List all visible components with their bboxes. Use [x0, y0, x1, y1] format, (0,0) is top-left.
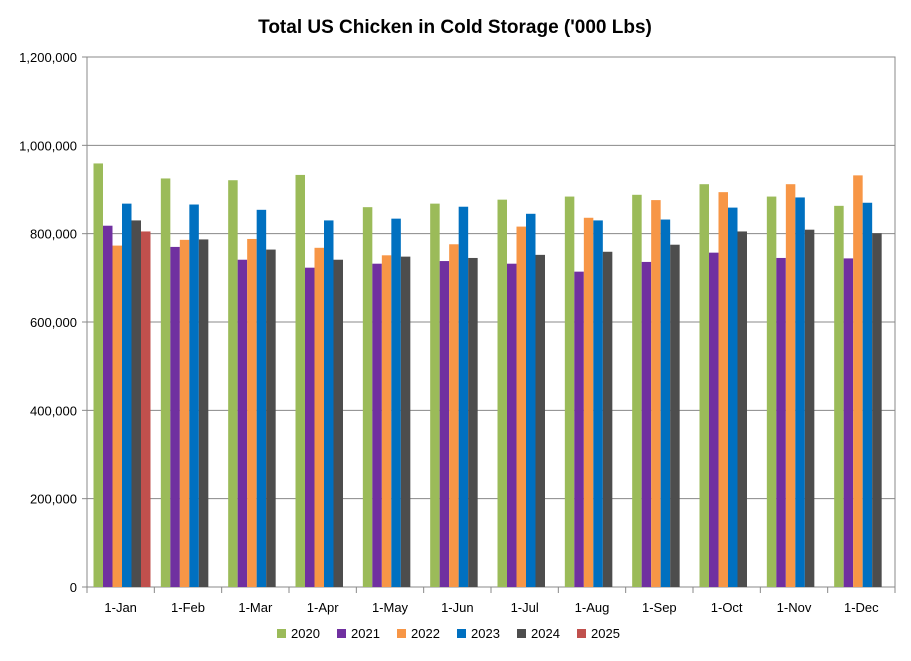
bar-2022-1-May [381, 255, 392, 587]
bar-2023-1-Jan [122, 203, 132, 587]
bar-2020-1-Mar [228, 180, 238, 587]
x-tick-label: 1-Jul [511, 600, 539, 615]
y-tick-label: 800,000 [30, 227, 77, 242]
bar-2024-1-Oct [737, 231, 747, 588]
bar-2024-1-Apr [333, 259, 343, 587]
bar-2024-1-Feb [198, 239, 209, 588]
bar-2021-1-Apr [305, 267, 315, 587]
x-tick-label: 1-Oct [711, 600, 743, 615]
bar-2024-1-May [400, 256, 411, 587]
bar-2024-1-Aug [602, 251, 613, 587]
bar-2021-1-Dec [843, 258, 854, 587]
bar-2023-1-Dec [862, 202, 873, 587]
bar-2024-1-Dec [872, 233, 882, 587]
x-tick-label: 1-Apr [307, 600, 339, 615]
legend-swatch-2022 [397, 629, 406, 638]
legend-label-2021: 2021 [351, 626, 380, 641]
bar-2021-1-Jan [103, 225, 113, 587]
bar-2022-1-Jun [449, 244, 459, 587]
y-tick-label: 600,000 [30, 315, 77, 330]
x-tick-label: 1-Dec [844, 600, 879, 615]
gridlines [87, 144, 895, 500]
bar-2021-1-Oct [709, 252, 719, 588]
bar-2021-1-Jul [507, 263, 517, 587]
bar-2022-1-Sep [651, 200, 661, 587]
y-tick-label: 200,000 [30, 492, 77, 507]
bar-2022-1-Feb [179, 239, 190, 587]
bar-2023-1-Nov [795, 197, 805, 587]
legend-label-2020: 2020 [291, 626, 320, 641]
y-tick-label: 1,200,000 [19, 50, 77, 65]
bar-2020-1-Aug [564, 196, 575, 588]
bar-2021-1-Feb [170, 246, 180, 587]
axes-group: 0 200,000 400,000 600,000 800,000 1,000,000 1,… [19, 50, 896, 615]
bars-group [93, 163, 882, 588]
bar-2023-1-Feb [189, 204, 199, 587]
x-tick-label: 1-Jan [104, 600, 137, 615]
x-tick-label: 1-Sep [642, 600, 677, 615]
bar-2020-1-Feb [160, 178, 171, 588]
bar-2025-1-Jan [141, 231, 151, 588]
bar-2020-1-Jan [93, 163, 103, 588]
legend-swatch-2025 [577, 629, 586, 638]
bar-2023-1-Sep [660, 219, 671, 588]
bar-2020-1-Sep [632, 194, 642, 588]
bar-2023-1-Mar [256, 209, 267, 588]
bar-2021-1-Nov [776, 257, 786, 587]
x-tick-label: 1-Aug [575, 600, 610, 615]
bar-2022-1-Jan [112, 245, 122, 587]
bar-2022-1-Oct [718, 192, 728, 587]
bar-2024-1-Mar [266, 249, 276, 588]
bar-2023-1-May [391, 218, 401, 587]
legend-label-2025: 2025 [591, 626, 620, 641]
bar-2022-1-Jul [516, 226, 526, 587]
bar-2023-1-Apr [324, 220, 334, 587]
bar-2022-1-Dec [853, 175, 863, 587]
x-tick-label: 1-Feb [171, 600, 205, 615]
bar-2020-1-Dec [834, 205, 844, 587]
legend: 2020 2021 2022 2023 2024 2025 [277, 626, 620, 641]
bar-2024-1-Jun [468, 257, 478, 587]
legend-label-2023: 2023 [471, 626, 500, 641]
bar-2023-1-Oct [728, 207, 738, 587]
legend-swatch-2021 [337, 629, 346, 638]
bar-2024-1-Jul [535, 254, 545, 587]
bar-2022-1-Apr [314, 247, 324, 588]
bar-2022-1-Mar [247, 238, 257, 587]
bar-2023-1-Jun [458, 206, 469, 587]
bar-2021-1-Mar [237, 259, 248, 587]
legend-label-2024: 2024 [531, 626, 560, 641]
legend-swatch-2020 [277, 629, 286, 638]
bar-2021-1-May [372, 263, 382, 587]
bar-2020-1-May [362, 207, 373, 587]
bar-2023-1-Aug [593, 220, 603, 587]
bar-2024-1-Sep [670, 244, 680, 588]
bar-2020-1-Nov [766, 196, 777, 588]
chart-title: Total US Chicken in Cold Storage ('000 L… [258, 17, 652, 38]
bar-2020-1-Apr [295, 174, 305, 588]
bar-2020-1-Jul [497, 199, 507, 588]
bar-2024-1-Nov [804, 229, 815, 588]
x-tick-label: 1-May [372, 600, 409, 615]
x-tick-label: 1-Jun [441, 600, 474, 615]
bar-2021-1-Sep [641, 261, 652, 587]
y-tick-label: 0 [70, 580, 77, 595]
bar-2020-1-Oct [699, 184, 709, 587]
bar-2022-1-Nov [785, 184, 796, 587]
x-tick-label: 1-Nov [777, 600, 812, 615]
legend-swatch-2023 [457, 629, 466, 638]
bar-2021-1-Jun [439, 261, 450, 587]
y-tick-label: 1,000,000 [19, 138, 77, 153]
bar-2021-1-Aug [574, 271, 584, 587]
y-tick-label: 400,000 [30, 403, 77, 418]
x-tick-label: 1-Mar [238, 600, 273, 615]
legend-swatch-2024 [517, 629, 526, 638]
bar-2020-1-Jun [430, 203, 440, 587]
bar-2022-1-Aug [583, 217, 594, 587]
bar-2024-1-Jan [131, 220, 141, 587]
legend-label-2022: 2022 [411, 626, 440, 641]
bar-2023-1-Jul [526, 213, 536, 587]
